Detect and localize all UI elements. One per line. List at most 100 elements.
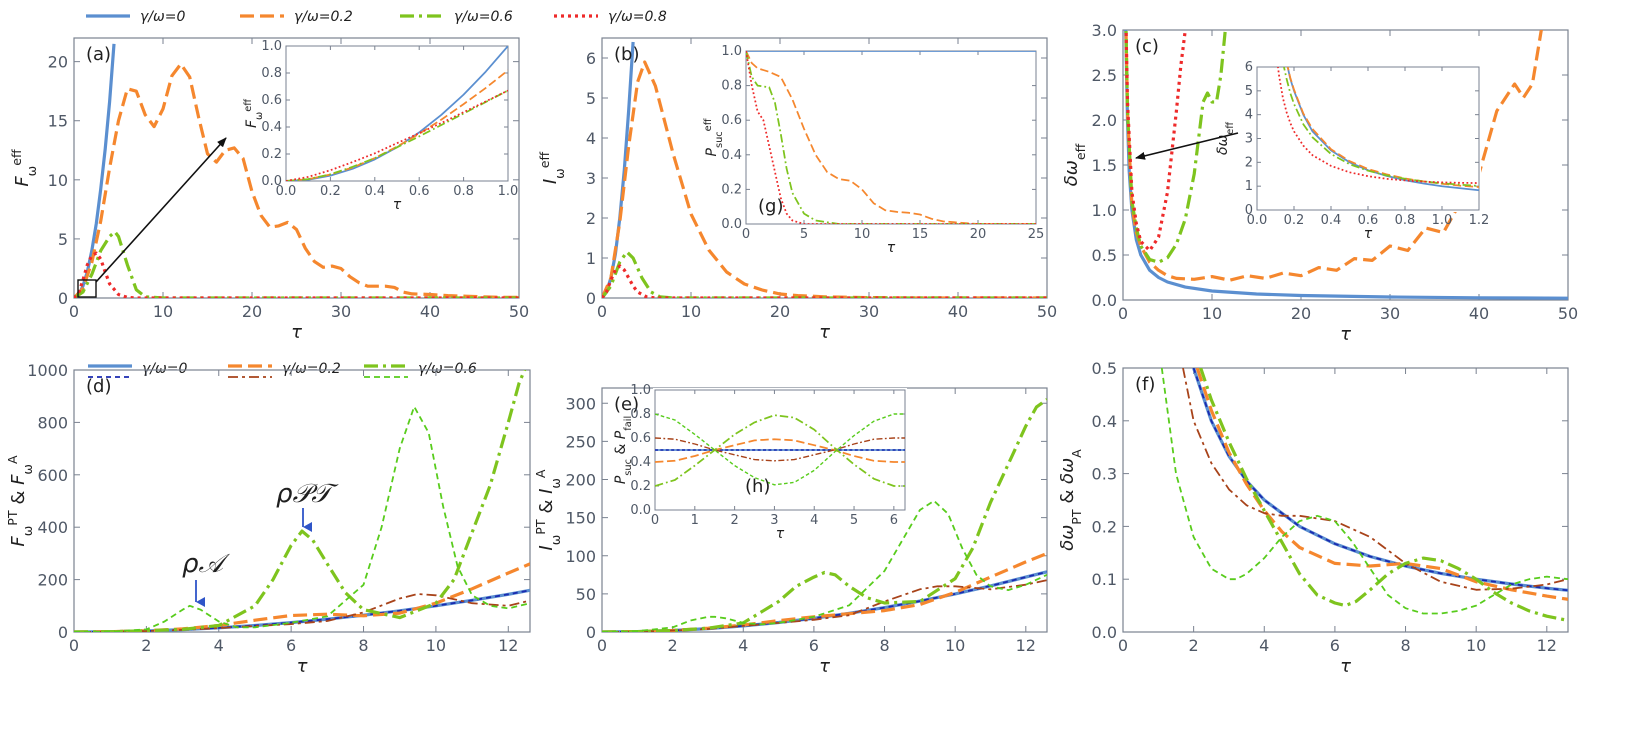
- x-tick-label: 0: [1118, 304, 1128, 323]
- y-tick-label: 0: [58, 289, 68, 308]
- y-tick-label: 600: [37, 466, 68, 485]
- x-tick-label: 4: [1259, 636, 1269, 655]
- x-tick-label: 20: [1291, 304, 1311, 323]
- y-axis-label: δωeff: [1215, 122, 1236, 155]
- y-axis-label: FωPT & FωA: [5, 455, 35, 547]
- y-tick-label: 0.6: [721, 113, 742, 128]
- inset-background: [1255, 65, 1481, 212]
- plot-frame: [1122, 367, 1569, 633]
- panel-e: 0 2 4 6 8 10 12050100150200250300γ/ω=0 (PT)γ/ω…: [533, 387, 1048, 677]
- panel-label: (e): [614, 394, 639, 415]
- x-tick-label: 8: [879, 636, 889, 655]
- x-tick-label: 20: [770, 302, 790, 321]
- series-line-g02: γ/ω=0.2 (suc): [655, 438, 905, 463]
- series-line-g06: γ/ω=0.6 (PT): [1199, 368, 1568, 622]
- y-tick-label: 0: [1245, 203, 1253, 218]
- series-line-g06: γ/ω=0.6 (PT): [74, 370, 527, 632]
- annotation-overlay: ρ𝒜 ρ𝒫𝒯: [77, 132, 1239, 607]
- y-tick-label: 150: [565, 509, 596, 528]
- y-tick-label: 0: [586, 289, 596, 308]
- x-tick-label: 2: [1189, 636, 1199, 655]
- x-axis-label: τ: [1340, 656, 1351, 677]
- x-axis-label: τ: [819, 322, 830, 343]
- y-tick-label: 3: [1245, 132, 1253, 147]
- y-tick-label: 0.8: [261, 66, 282, 81]
- x-tick-label: 2: [730, 513, 738, 528]
- series-line-g06: γ/ω=0.6: [1124, 30, 1227, 264]
- x-tick-label: 6: [1330, 636, 1340, 655]
- panel-label: (g): [758, 196, 783, 217]
- inset-background: [744, 49, 1038, 226]
- y-tick-label: 0.4: [261, 120, 282, 135]
- x-tick-label: 0.4: [364, 184, 385, 199]
- x-tick-label: 2: [141, 636, 151, 655]
- x-tick-label: 0.6: [409, 184, 430, 199]
- series-group: γ/ω=0γ/ω=0.2γ/ω=0.6γ/ω=0.8: [1124, 30, 1568, 300]
- series-line-g06: γ/ω=0.6 (suc): [655, 414, 905, 487]
- x-tick-label: 12: [1537, 636, 1557, 655]
- series-line-g06: γ/ω=0.6: [74, 230, 519, 298]
- x-tick-label: 0.2: [1284, 213, 1305, 228]
- x-tick-label: 4: [810, 513, 818, 528]
- y-tick-label: 0.4: [630, 455, 651, 470]
- legend2-label-g0: γ/ω=0: [142, 361, 187, 377]
- series-line-g0A: γ/ω=0 (A): [602, 570, 1047, 632]
- x-tick-label: 15: [912, 227, 929, 242]
- y-tick-label: 0.8: [721, 79, 742, 94]
- y-tick-label: 0.2: [630, 479, 651, 494]
- x-tick-label: 1.0: [498, 184, 519, 199]
- x-tick-label: 0: [69, 636, 79, 655]
- series-line-g08: γ/ω=0.8: [286, 89, 508, 181]
- panel-g-inset: 0 5 10 15 20 25 0.0 0.2 0.4 0.6 0.8 1.0 γ/ω=0γ/ω=0.2…: [703, 44, 1045, 256]
- y-tick-label: 20: [48, 53, 68, 72]
- x-tick-label: 6: [286, 636, 296, 655]
- series-line-g0: γ/ω=0 (PT): [1192, 368, 1568, 592]
- y-tick-label: 1.0: [261, 39, 282, 54]
- x-tick-label: 50: [509, 302, 529, 321]
- series-line-g06A: γ/ω=0.6 (A): [74, 405, 530, 632]
- x-axis-label: τ: [1364, 226, 1373, 242]
- y-tick-label: 0.4: [721, 148, 742, 163]
- series-line-g02: γ/ω=0.2 (PT): [1195, 368, 1568, 601]
- y-axis-label: δωPT & δωA: [1057, 449, 1084, 551]
- series-line-g02: γ/ω=0.2 (PT): [602, 552, 1047, 632]
- plot-frame: [285, 45, 509, 182]
- y-tick-label: 3: [586, 169, 596, 188]
- panel-c-inset: 0.0 0.2 0.4 0.6 0.8 1.0 1.2 0 1 2 3 4 5 6 γ/ω=0γ/ω=0.2…: [1215, 60, 1489, 242]
- y-tick-label: 0.6: [261, 93, 282, 108]
- series-line-g0: γ/ω=0: [1286, 67, 1479, 192]
- series-group: γ/ω=0γ/ω=0.2γ/ω=0.6γ/ω=0.8: [1277, 67, 1479, 192]
- y-tick-label: 5: [586, 89, 596, 108]
- x-tick-label: 0.0: [1247, 213, 1268, 228]
- panel-label: (b): [614, 44, 639, 65]
- x-tick-label: 0: [651, 513, 659, 528]
- series-group: γ/ω=0γ/ω=0.2γ/ω=0.6γ/ω=0.8: [286, 46, 508, 181]
- panel-d: 0 2 4 6 8 10 1202004006008001000γ/ω=0 (PT)γ/ω=…: [5, 361, 531, 677]
- series-group: γ/ω=0 (PT)γ/ω=0 (A)γ/ω=0.2 (PT)γ/ω=0.2 (…: [74, 370, 530, 632]
- rho-pt-label: ρ𝒫𝒯: [276, 479, 339, 509]
- y-tick-label: 1: [586, 249, 596, 268]
- x-tick-label: 8: [358, 636, 368, 655]
- x-tick-label: 8: [1400, 636, 1410, 655]
- x-tick-label: 20: [970, 227, 987, 242]
- y-tick-label: 0.2: [1092, 517, 1117, 536]
- series-line-g0: γ/ω=0 (PT): [74, 588, 530, 632]
- series-line-g02: γ/ω=0.2: [1124, 30, 1543, 282]
- y-tick-label: 0.3: [1092, 465, 1117, 484]
- y-tick-label: 1.0: [721, 44, 742, 59]
- series-line-g02A: γ/ω=0.2 (A): [74, 593, 530, 632]
- panel-f: 0 2 4 6 8 10 12 0.0 0.1 0.2 0.3 0.4 0.5 γ/ω=0 (PT)γ/ω…: [1057, 359, 1569, 677]
- x-tick-label: 10: [153, 302, 173, 321]
- x-tick-label: 0.0: [276, 184, 297, 199]
- y-tick-label: 1.0: [1092, 201, 1117, 220]
- y-tick-label: 3.0: [1092, 21, 1117, 40]
- series-group: γ/ω=0γ/ω=0.2γ/ω=0.6γ/ω=0.8: [602, 41, 1047, 298]
- x-tick-label: 5: [850, 513, 858, 528]
- x-tick-label: 2: [668, 636, 678, 655]
- x-tick-label: 6: [809, 636, 819, 655]
- series-line-g06A: γ/ω=0.6 (A): [1160, 368, 1568, 615]
- x-axis-label: τ: [291, 322, 302, 343]
- x-tick-label: 40: [1469, 304, 1489, 323]
- y-tick-label: 50: [576, 585, 596, 604]
- series-line-g06: γ/ω=0.6: [286, 89, 508, 181]
